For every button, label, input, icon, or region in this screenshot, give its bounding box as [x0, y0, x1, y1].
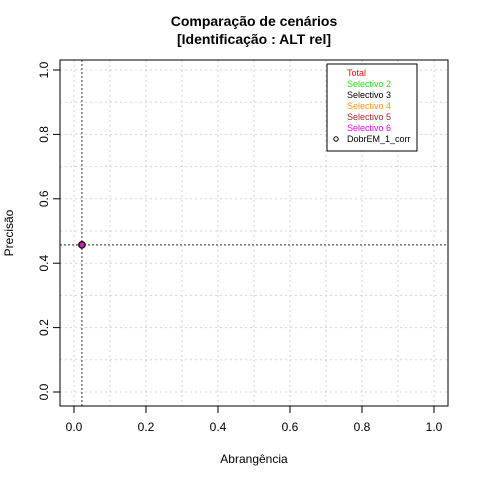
x-tick-label: 0.8	[354, 420, 371, 434]
x-tick-label: 0.6	[282, 420, 299, 434]
y-tick-label: 0.8	[37, 126, 51, 143]
y-tick-label: 0.6	[37, 190, 51, 207]
x-tick-label: 1.0	[426, 420, 443, 434]
y-tick-label: 0.4	[37, 255, 51, 272]
x-tick-label: 0.0	[66, 420, 83, 434]
legend-entry: Selectivo 3	[347, 90, 391, 100]
y-axis: 0.0 0.2 0.4 0.6 0.8 1.0	[37, 61, 61, 400]
data-point	[79, 242, 85, 247]
legend-entry: Selectivo 2	[347, 79, 391, 89]
legend-entry: Selectivo 5	[347, 112, 391, 122]
data-point	[78, 241, 86, 249]
legend-entry: Selectivo 6	[347, 123, 391, 133]
x-axis-label: Abrangência	[220, 452, 288, 466]
x-axis: 0.0 0.2 0.4 0.6 0.8 1.0	[66, 405, 443, 434]
y-tick-label: 1.0	[37, 61, 51, 78]
y-axis-label: Precisão	[2, 209, 16, 256]
data-points	[78, 241, 86, 249]
y-tick-label: 0.2	[37, 319, 51, 336]
chart-title: Comparação de cenários	[171, 13, 338, 29]
legend-entry: Total	[347, 68, 366, 78]
reference-lines	[60, 60, 448, 406]
x-tick-label: 0.2	[138, 420, 155, 434]
legend-marker	[333, 136, 339, 142]
legend-entry: DobrEM_1_corr	[347, 134, 411, 144]
legend-box	[326, 63, 418, 152]
x-tick-label: 0.4	[210, 420, 227, 434]
y-tick-label: 0.0	[37, 383, 51, 400]
chart-subtitle: [Identificação : ALT rel]	[177, 31, 331, 47]
legend-entry: Selectivo 4	[347, 101, 391, 111]
